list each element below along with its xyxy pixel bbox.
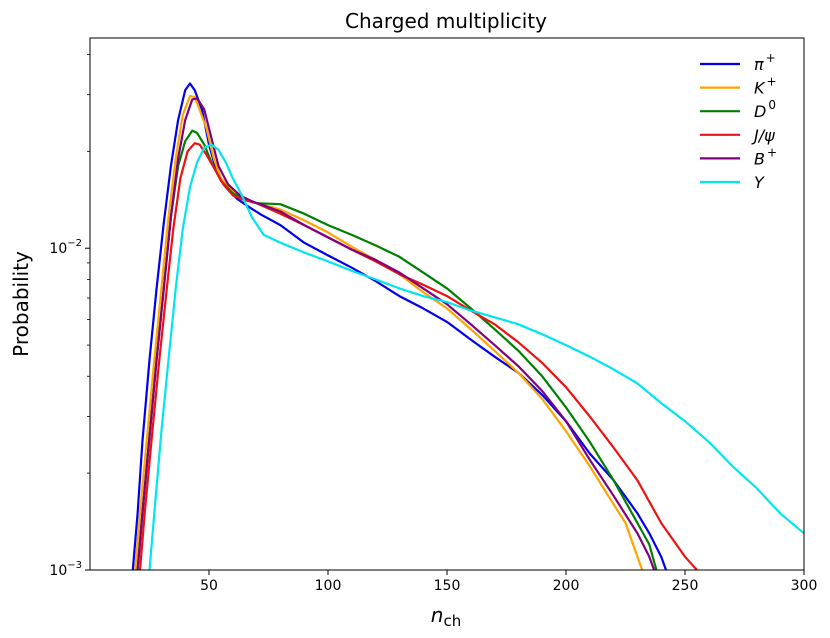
y-tick-label: 10−2 <box>49 238 82 257</box>
legend-label: Υ <box>754 173 765 192</box>
chart-title: Charged multiplicity <box>345 9 547 33</box>
legend: π +K +D 0 J/ψB + Υ <box>700 51 777 192</box>
x-tick-label: 50 <box>200 578 218 594</box>
y-axis: 10−3 10−2 <box>49 54 90 579</box>
y-tick-label: 10−3 <box>49 560 82 579</box>
x-tick-label: 150 <box>434 578 461 594</box>
series-line <box>134 95 644 570</box>
x-tick-label: 250 <box>672 578 699 594</box>
series-group <box>131 82 804 570</box>
legend-label: J/ψ <box>751 126 775 145</box>
series-line <box>148 143 804 570</box>
legend-label: B + <box>754 145 777 168</box>
x-tick-label: 200 <box>553 578 580 594</box>
legend-label: K + <box>754 75 777 98</box>
x-tick-label: 300 <box>791 578 818 594</box>
plot-area <box>89 37 805 571</box>
legend-label: π + <box>754 51 776 74</box>
y-axis-label: Probability <box>9 251 33 357</box>
x-tick-label: 100 <box>315 578 342 594</box>
series-line <box>138 142 698 570</box>
series-line <box>136 97 656 570</box>
x-axis: 50 100 150 200 250 300 <box>200 570 817 594</box>
x-axis-label: nch <box>431 603 461 630</box>
